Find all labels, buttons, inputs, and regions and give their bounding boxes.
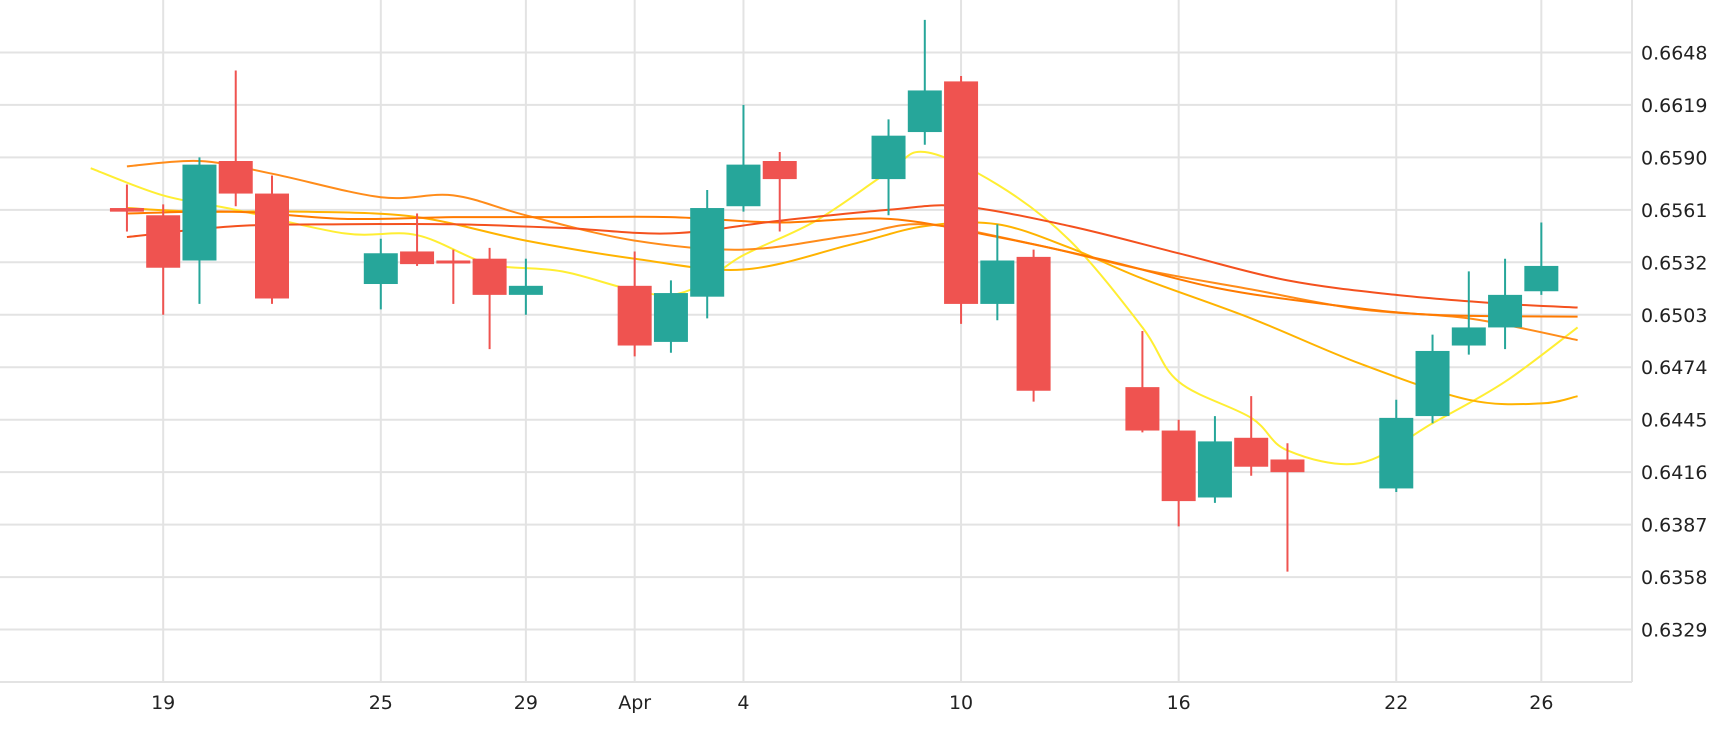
y-tick-label: 0.6561 [1641, 200, 1707, 222]
y-tick-label: 0.6503 [1641, 305, 1707, 327]
candle-body [255, 193, 289, 299]
candle-body [871, 135, 906, 180]
candle-body [1524, 265, 1559, 292]
moving-average-line-3 [126, 159, 1578, 342]
candle [1415, 334, 1450, 424]
candle-body [1270, 459, 1305, 473]
moving-average-line-5 [126, 204, 1578, 309]
candle [907, 19, 942, 145]
y-tick-label: 0.6387 [1641, 515, 1707, 537]
candle-body [944, 81, 979, 304]
candle-body [182, 164, 217, 261]
candle [1197, 416, 1232, 503]
candle [1270, 443, 1305, 572]
candle [218, 70, 253, 207]
candle-body [363, 253, 398, 285]
candle-body [400, 251, 435, 265]
y-tick-label: 0.6532 [1641, 252, 1707, 274]
candle [472, 247, 507, 350]
y-tick-label: 0.6474 [1641, 357, 1707, 379]
candle-body [1379, 417, 1414, 489]
candle-body [980, 260, 1015, 304]
candle [1161, 419, 1196, 527]
candles [109, 19, 1559, 572]
candle-body [218, 161, 253, 194]
candle-body [726, 164, 761, 207]
x-tick-label: 4 [737, 692, 749, 714]
y-tick-label: 0.6329 [1641, 620, 1707, 642]
candle-body [109, 208, 144, 212]
candle [436, 249, 471, 304]
candle-body [1234, 437, 1269, 467]
candle [762, 151, 797, 232]
x-tick-label: 16 [1167, 692, 1191, 714]
moving-average-lines [90, 150, 1579, 466]
candle-body [1488, 294, 1523, 328]
candle [363, 238, 398, 310]
candle [109, 184, 144, 232]
y-tick-label: 0.6445 [1641, 410, 1707, 432]
x-tick-label: 19 [151, 692, 175, 714]
grid [0, 0, 1632, 682]
moving-average-line-2 [126, 207, 1578, 406]
candle-body [1197, 441, 1232, 498]
x-tick-label: 29 [514, 692, 538, 714]
candle-body [907, 90, 942, 133]
candle-body [436, 260, 471, 264]
candle [726, 104, 761, 212]
candle [980, 224, 1015, 321]
candle [1016, 249, 1051, 402]
moving-average-line-4 [126, 210, 1578, 318]
candle [255, 175, 289, 304]
y-tick-label: 0.6358 [1641, 567, 1707, 589]
candle [1524, 222, 1559, 295]
candle-body [653, 293, 688, 342]
candle-body [1125, 387, 1160, 431]
axes: 0.6648 0.6619 0.6590 0.6561 0.6532 0.6503 0.64… [0, 0, 1707, 714]
candle [1125, 331, 1160, 433]
candle-body [1451, 327, 1486, 346]
x-tick-label: 26 [1529, 692, 1553, 714]
candle-body [1161, 430, 1196, 502]
y-tick-label: 0.6416 [1641, 462, 1707, 484]
candle [400, 213, 435, 266]
candle [146, 204, 181, 315]
candle [508, 258, 543, 315]
x-tick-label: Apr [618, 692, 651, 714]
y-tick-label: 0.6619 [1641, 95, 1707, 117]
candle-body [472, 258, 507, 295]
candle-body [617, 285, 652, 346]
y-tick-label: 0.6590 [1641, 147, 1707, 169]
candle [653, 280, 688, 353]
x-tick-label: 25 [369, 692, 393, 714]
candle-body [690, 208, 725, 297]
candle [1488, 258, 1523, 350]
y-tick-label: 0.6648 [1641, 42, 1707, 64]
candle [1379, 399, 1414, 493]
candle [182, 157, 217, 304]
candle-body [762, 161, 797, 180]
candle-body [146, 215, 181, 268]
x-tick-label: 22 [1384, 692, 1408, 714]
candle [617, 251, 652, 357]
candle [690, 189, 725, 319]
candle-body [1415, 350, 1450, 417]
candle [944, 75, 979, 324]
moving-average-line-1 [90, 150, 1579, 466]
candle [1451, 271, 1486, 355]
candle-body [508, 285, 543, 295]
candle [1234, 396, 1269, 476]
candle [871, 119, 906, 216]
x-tick-label: 10 [949, 692, 973, 714]
candle-body [1016, 256, 1051, 391]
